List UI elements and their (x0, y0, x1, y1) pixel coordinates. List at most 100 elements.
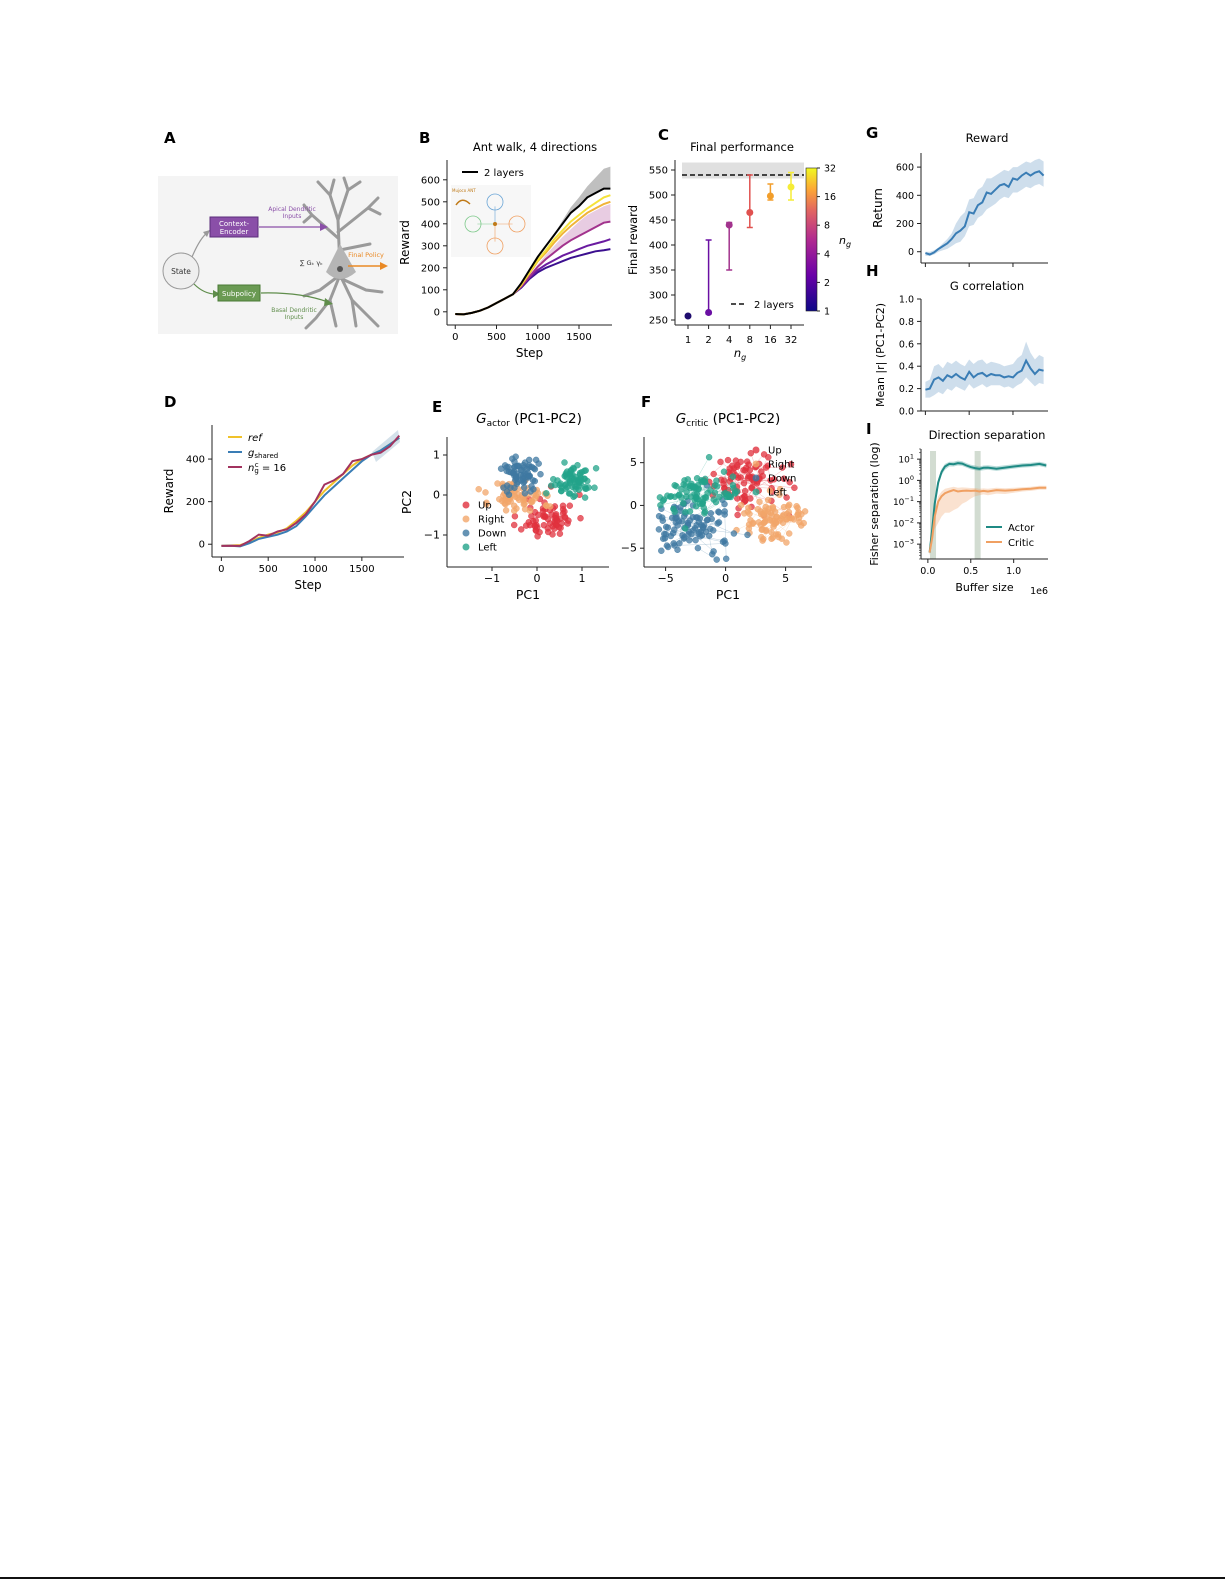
point-left (570, 477, 578, 484)
legend-label-2-layers: 2 layers (754, 300, 794, 311)
point-up (787, 461, 795, 468)
panel-g-chart: 0 200 400 600 Return (871, 153, 1048, 267)
y-tick-label-exp: −3 (904, 538, 914, 546)
y-tick-label: 400 (421, 219, 440, 230)
point-right (754, 506, 761, 513)
point-down (658, 547, 665, 554)
point-up (791, 484, 798, 491)
point-left (700, 504, 707, 511)
point-up (710, 470, 717, 478)
y-tick-label: −5 (621, 542, 637, 555)
point-left (712, 498, 720, 506)
point-down (655, 526, 663, 533)
point-down (521, 484, 528, 491)
x-axis-label: PC1 (716, 587, 740, 602)
point-left (683, 488, 690, 496)
point-right (764, 496, 772, 504)
colorbar-tick-label: 32 (824, 164, 836, 175)
x-tick-label: −1 (484, 572, 500, 585)
final-policy-label: Final Policy (348, 251, 384, 259)
point-up (737, 474, 744, 481)
point-up (561, 513, 568, 520)
point-up (577, 515, 584, 522)
y-tick-label: 200 (186, 497, 205, 508)
point-left (705, 454, 713, 461)
y-tick-label: 0 (434, 307, 440, 318)
panel-f-title-g: G (676, 411, 686, 427)
point-down (723, 555, 730, 562)
point-up (780, 475, 788, 482)
neuron-illustration (302, 176, 384, 330)
x-tick-label: 0 (218, 564, 224, 575)
x-axis-label: Buffer size (955, 581, 1013, 594)
point-down (511, 463, 518, 470)
point-left (730, 485, 737, 492)
y-tick-label: 500 (421, 197, 440, 208)
point-right (771, 517, 778, 524)
legend-label-gshared-g: g (248, 448, 254, 459)
point-left (722, 489, 729, 497)
point-marker (766, 192, 774, 200)
point-right (737, 502, 745, 509)
y-axis-label: Return (871, 188, 885, 228)
point-up (726, 465, 733, 472)
point-up (783, 494, 790, 501)
x-tick-label: 1 (685, 335, 691, 346)
legend-label-left: Left (478, 543, 497, 554)
y-tick-label: 0 (199, 540, 205, 551)
y-tick-label: 400 (896, 191, 914, 202)
legend-label-ngc-eq: = 16 (259, 463, 286, 474)
legend-label-2-layers: 2 layers (484, 168, 524, 179)
point-left (675, 492, 682, 499)
point-left (671, 482, 678, 489)
point-right (783, 515, 791, 523)
point-right (501, 496, 509, 503)
y-tick-label: 5 (630, 456, 637, 469)
series-line-0 (455, 187, 611, 316)
point-marker (684, 312, 692, 320)
x-tick-label: 0 (452, 332, 458, 343)
panel-e-title-sub: actor (487, 419, 510, 429)
point-right (745, 521, 753, 528)
point-left (592, 465, 600, 472)
x-tick-label: 8 (747, 335, 753, 346)
point-up (742, 496, 749, 504)
point-right (521, 496, 528, 503)
apical-label: Apical Dendritic Inputs (268, 206, 316, 220)
point-up (720, 480, 727, 488)
point-right (526, 507, 534, 514)
colorbar (805, 167, 818, 312)
series-line (925, 358, 1044, 391)
point-right (483, 501, 490, 508)
legend-marker-right (462, 515, 470, 523)
subpolicy-label: Subpolicy (222, 290, 256, 298)
inset-background (451, 185, 531, 257)
y-tick-label: 350 (649, 266, 668, 277)
x-tick-label: 1500 (566, 332, 591, 343)
context-encoder-line-2: Encoder (220, 228, 249, 236)
legend-label-up: Up (478, 501, 492, 512)
point-left (713, 477, 720, 484)
legend-label-gshared-sub: shared (254, 452, 278, 460)
point-down (744, 531, 751, 539)
colorbar-tick-label: 4 (824, 249, 830, 260)
point-down (685, 531, 692, 538)
colorbar-tick-label: 2 (824, 278, 830, 289)
point-down (698, 521, 705, 529)
colorbar-tick-label: 8 (824, 221, 830, 232)
y-tick-label: 250 (649, 316, 668, 327)
context-encoder-box (209, 216, 259, 238)
legend-label-down: Down (478, 529, 506, 540)
point-up (540, 512, 547, 519)
x-tick-label: 1000 (525, 332, 550, 343)
point-down (694, 514, 701, 521)
point-left (577, 477, 585, 484)
panel-letter-b: B (419, 129, 430, 147)
point-right (475, 486, 482, 493)
point-right (783, 539, 790, 546)
ant-glyph (455, 199, 471, 206)
y-tick-label-base: 10 (893, 498, 905, 508)
y-tick-label: 0 (433, 489, 440, 502)
point-left (543, 490, 550, 497)
